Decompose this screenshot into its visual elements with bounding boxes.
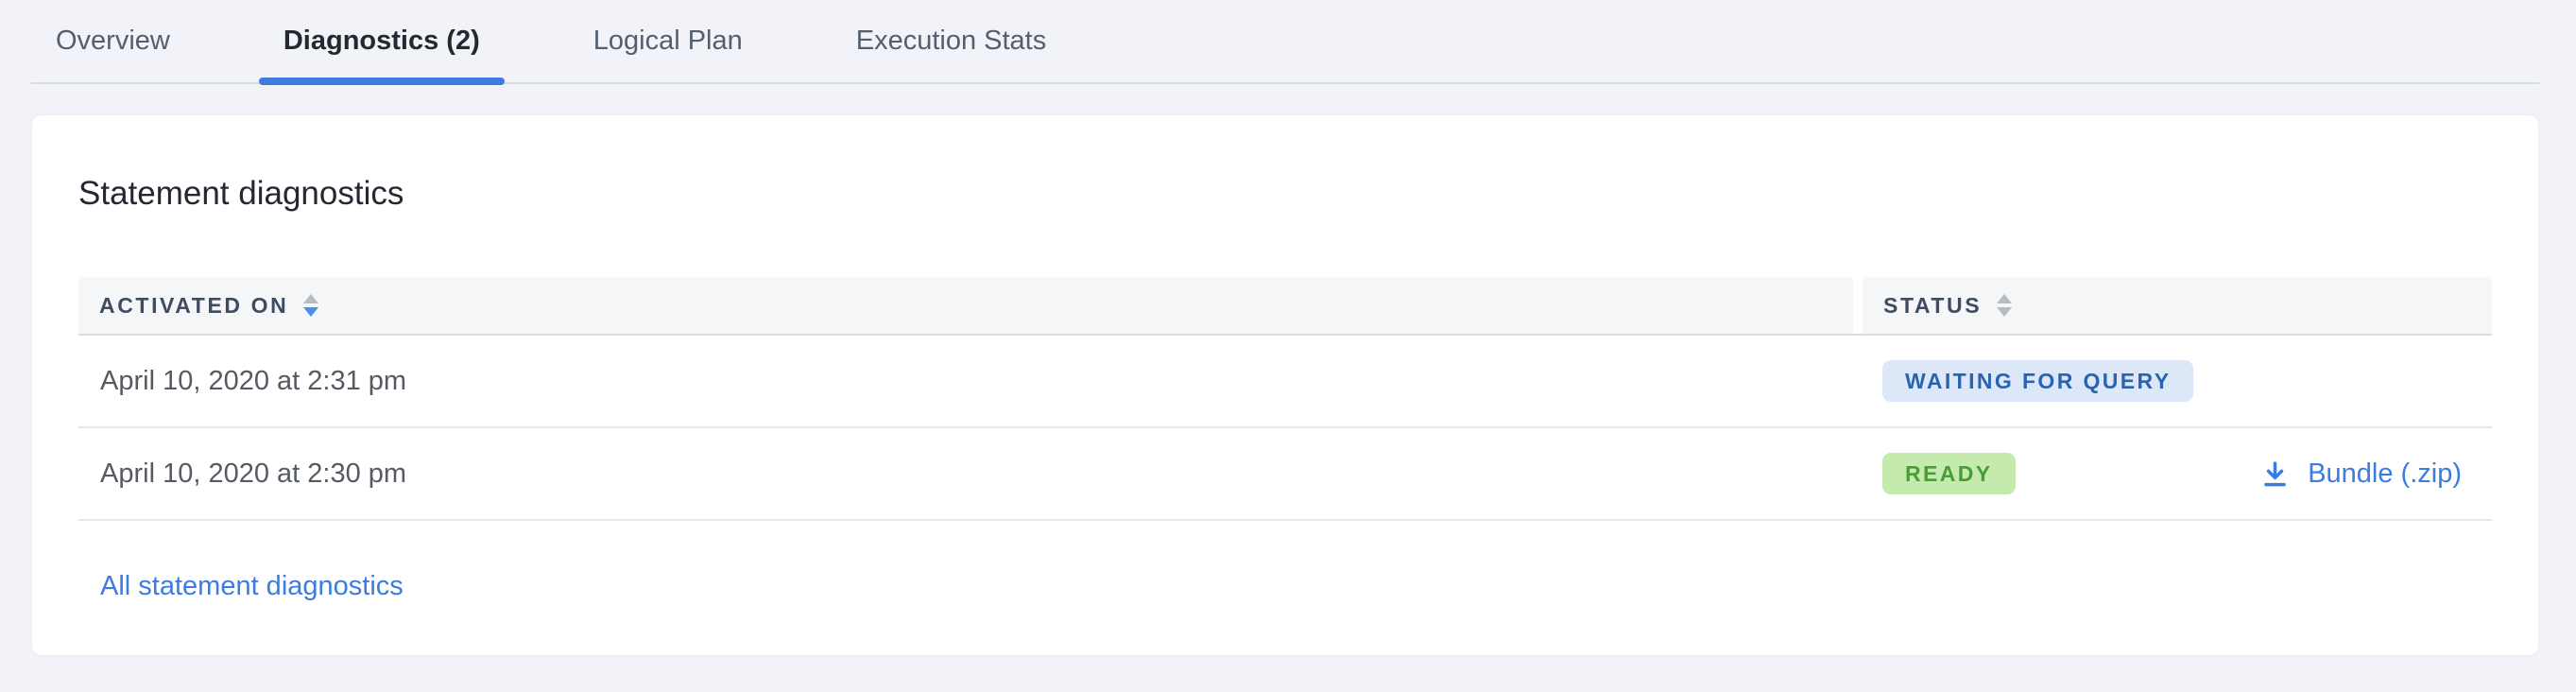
status-cell: WAITING FOR QUERY (1863, 360, 2462, 402)
status-cell: READY (1863, 453, 2260, 494)
table-row: April 10, 2020 at 2:30 pm READY Bundle (… (78, 428, 2492, 521)
all-statement-diagnostics-link[interactable]: All statement diagnostics (100, 571, 404, 601)
statement-diagnostics-card: Statement diagnostics ACTIVATED ON STATU… (31, 114, 2539, 656)
column-header-activated-on[interactable]: ACTIVATED ON (78, 277, 1853, 334)
sort-arrows-icon (1997, 294, 2013, 317)
tab-bar: Overview Diagnostics (2) Logical Plan Ex… (31, 0, 2539, 85)
column-header-label: ACTIVATED ON (99, 292, 289, 318)
diagnostics-table: ACTIVATED ON STATUS April 10, 2020 at 2:… (78, 277, 2492, 521)
column-header-status[interactable]: STATUS (1863, 277, 2492, 334)
status-badge: WAITING FOR QUERY (1882, 360, 2194, 402)
tab-label: Execution Stats (855, 26, 1047, 56)
status-badge: READY (1882, 453, 2016, 494)
tab-label: Overview (56, 26, 170, 56)
tab-label: Diagnostics (2) (283, 26, 480, 56)
column-header-label: STATUS (1883, 292, 1983, 318)
tab-overview[interactable]: Overview (31, 0, 195, 82)
tab-label: Logical Plan (592, 26, 743, 56)
tab-diagnostics[interactable]: Diagnostics (2) (258, 0, 505, 85)
table-row: April 10, 2020 at 2:31 pm WAITING FOR QU… (78, 336, 2492, 428)
actions-cell: Bundle (.zip) (2260, 458, 2492, 490)
activated-on-cell: April 10, 2020 at 2:31 pm (100, 365, 407, 396)
sort-arrows-icon (303, 294, 319, 317)
activated-on-cell: April 10, 2020 at 2:30 pm (100, 458, 407, 489)
active-tab-underline (258, 78, 505, 85)
card-title: Statement diagnostics (78, 175, 404, 212)
download-arrow-icon (2264, 460, 2286, 486)
tab-execution-stats[interactable]: Execution Stats (832, 0, 1072, 82)
bundle-link-label: Bundle (.zip) (2308, 458, 2462, 489)
tab-logical-plan[interactable]: Logical Plan (569, 0, 767, 82)
bundle-download-link[interactable]: Bundle (.zip) (2260, 458, 2462, 490)
table-header: ACTIVATED ON STATUS (78, 277, 2492, 336)
